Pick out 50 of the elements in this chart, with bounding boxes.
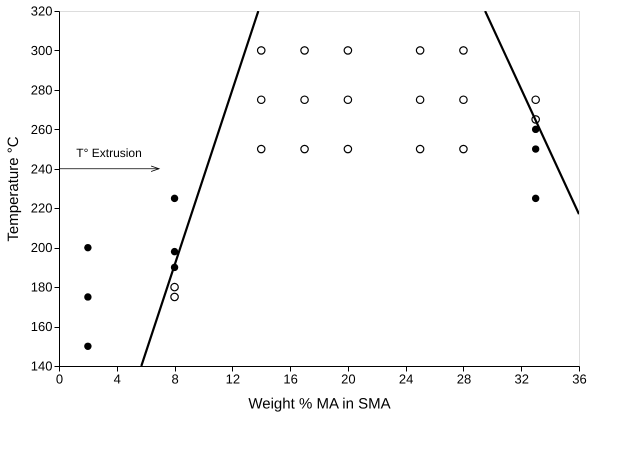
point	[84, 342, 92, 350]
x-tick-label: 20	[341, 372, 356, 386]
x-tick-label: 28	[456, 372, 472, 386]
point	[416, 144, 424, 154]
point	[459, 95, 468, 104]
x-axis-title: Weight % MA in SMA	[248, 396, 391, 412]
x-tick-label: 8	[171, 372, 179, 386]
x-tick-label: 0	[56, 372, 64, 386]
x-tick-label: 16	[283, 372, 298, 386]
ref-line-label: T° Extrusion	[76, 146, 142, 160]
y-tick-label: 160	[30, 319, 52, 334]
x-tick-label: 36	[572, 372, 587, 386]
point	[256, 46, 266, 55]
point	[170, 282, 179, 292]
point	[170, 194, 178, 202]
point	[344, 144, 352, 154]
y-tick-label: 200	[30, 240, 52, 256]
point	[416, 95, 424, 104]
point	[84, 244, 92, 252]
point	[300, 144, 309, 154]
y-tick-label: 320	[30, 4, 52, 18]
y-tick-label: 140	[30, 358, 52, 374]
point	[170, 248, 178, 256]
point	[300, 95, 309, 104]
x-tick-label: 12	[226, 372, 240, 386]
point	[416, 46, 424, 55]
point	[344, 46, 352, 55]
point	[531, 115, 540, 124]
point	[300, 46, 309, 55]
point	[256, 95, 266, 104]
point	[170, 292, 179, 302]
y-axis-title: Temperature °C	[4, 136, 22, 242]
point	[256, 144, 266, 154]
point	[344, 95, 352, 104]
point	[532, 126, 540, 134]
point	[84, 293, 92, 301]
x-tick-label: 32	[514, 372, 529, 386]
y-tick-label: 260	[30, 122, 52, 137]
point	[532, 145, 540, 153]
y-tick-label: 220	[30, 200, 52, 216]
y-tick-label: 300	[30, 42, 52, 58]
point	[532, 194, 540, 202]
x-tick-label: 24	[398, 372, 414, 386]
point	[531, 95, 540, 104]
y-tick-label: 240	[30, 161, 52, 176]
y-tick-label: 180	[30, 280, 52, 295]
y-tick-label: 280	[30, 82, 52, 98]
x-tick-label: 4	[114, 372, 121, 386]
point	[459, 144, 468, 154]
point	[459, 46, 468, 55]
